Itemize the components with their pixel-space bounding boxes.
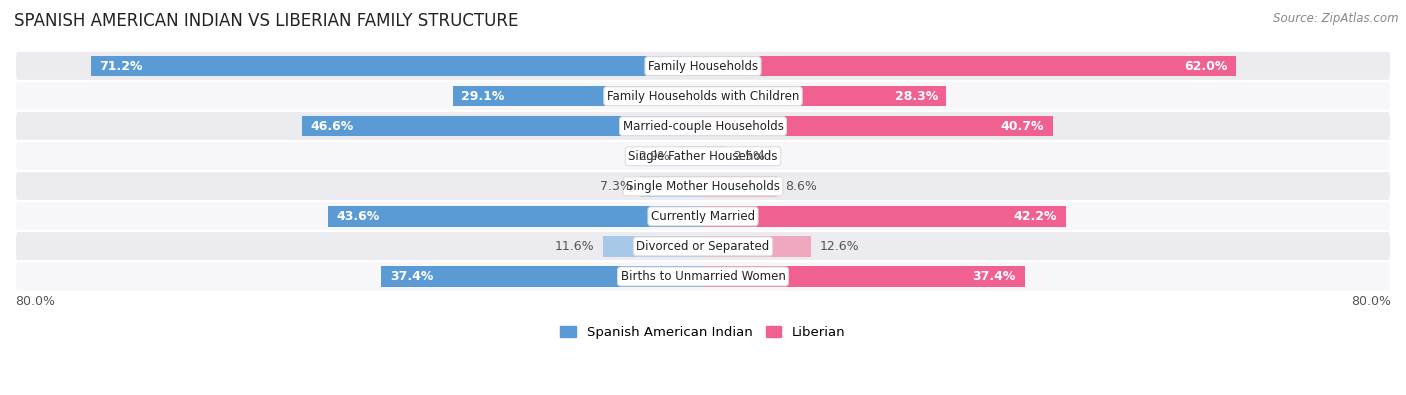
Bar (603, 236, 703, 257)
Bar (381, 266, 703, 287)
Text: 37.4%: 37.4% (973, 270, 1017, 283)
Text: 7.3%: 7.3% (600, 180, 631, 193)
Bar (703, 146, 724, 166)
Bar (703, 56, 1236, 76)
Text: 28.3%: 28.3% (894, 90, 938, 103)
Bar (703, 236, 811, 257)
Text: 12.6%: 12.6% (820, 240, 859, 253)
Text: Currently Married: Currently Married (651, 210, 755, 223)
FancyBboxPatch shape (15, 81, 1391, 111)
Text: 80.0%: 80.0% (15, 295, 55, 308)
Text: 80.0%: 80.0% (1351, 295, 1391, 308)
FancyBboxPatch shape (15, 51, 1391, 81)
Text: 37.4%: 37.4% (389, 270, 433, 283)
Text: Family Households: Family Households (648, 60, 758, 73)
FancyBboxPatch shape (15, 261, 1391, 292)
Bar (90, 56, 703, 76)
Text: 62.0%: 62.0% (1184, 60, 1227, 73)
Text: 46.6%: 46.6% (311, 120, 354, 133)
Bar (703, 116, 1053, 136)
Text: Married-couple Households: Married-couple Households (623, 120, 783, 133)
Text: SPANISH AMERICAN INDIAN VS LIBERIAN FAMILY STRUCTURE: SPANISH AMERICAN INDIAN VS LIBERIAN FAMI… (14, 12, 519, 30)
Text: 42.2%: 42.2% (1014, 210, 1057, 223)
Text: 71.2%: 71.2% (100, 60, 143, 73)
FancyBboxPatch shape (15, 231, 1391, 262)
Bar (328, 206, 703, 227)
FancyBboxPatch shape (15, 171, 1391, 201)
Text: 11.6%: 11.6% (555, 240, 595, 253)
Text: 29.1%: 29.1% (461, 90, 505, 103)
Text: 2.5%: 2.5% (733, 150, 765, 163)
Bar (678, 146, 703, 166)
FancyBboxPatch shape (15, 201, 1391, 232)
Text: 2.9%: 2.9% (638, 150, 669, 163)
Text: Source: ZipAtlas.com: Source: ZipAtlas.com (1274, 12, 1399, 25)
Bar (640, 176, 703, 197)
Text: Single Father Households: Single Father Households (628, 150, 778, 163)
Legend: Spanish American Indian, Liberian: Spanish American Indian, Liberian (555, 320, 851, 344)
Bar (703, 176, 778, 197)
Text: Divorced or Separated: Divorced or Separated (637, 240, 769, 253)
Text: Births to Unmarried Women: Births to Unmarried Women (620, 270, 786, 283)
Bar (453, 86, 703, 106)
Text: 8.6%: 8.6% (786, 180, 817, 193)
Bar (703, 86, 946, 106)
Text: Family Households with Children: Family Households with Children (607, 90, 799, 103)
Text: 43.6%: 43.6% (336, 210, 380, 223)
FancyBboxPatch shape (15, 141, 1391, 171)
Text: 40.7%: 40.7% (1001, 120, 1045, 133)
Bar (703, 266, 1025, 287)
Text: Single Mother Households: Single Mother Households (626, 180, 780, 193)
FancyBboxPatch shape (15, 111, 1391, 141)
Bar (703, 206, 1066, 227)
Bar (302, 116, 703, 136)
